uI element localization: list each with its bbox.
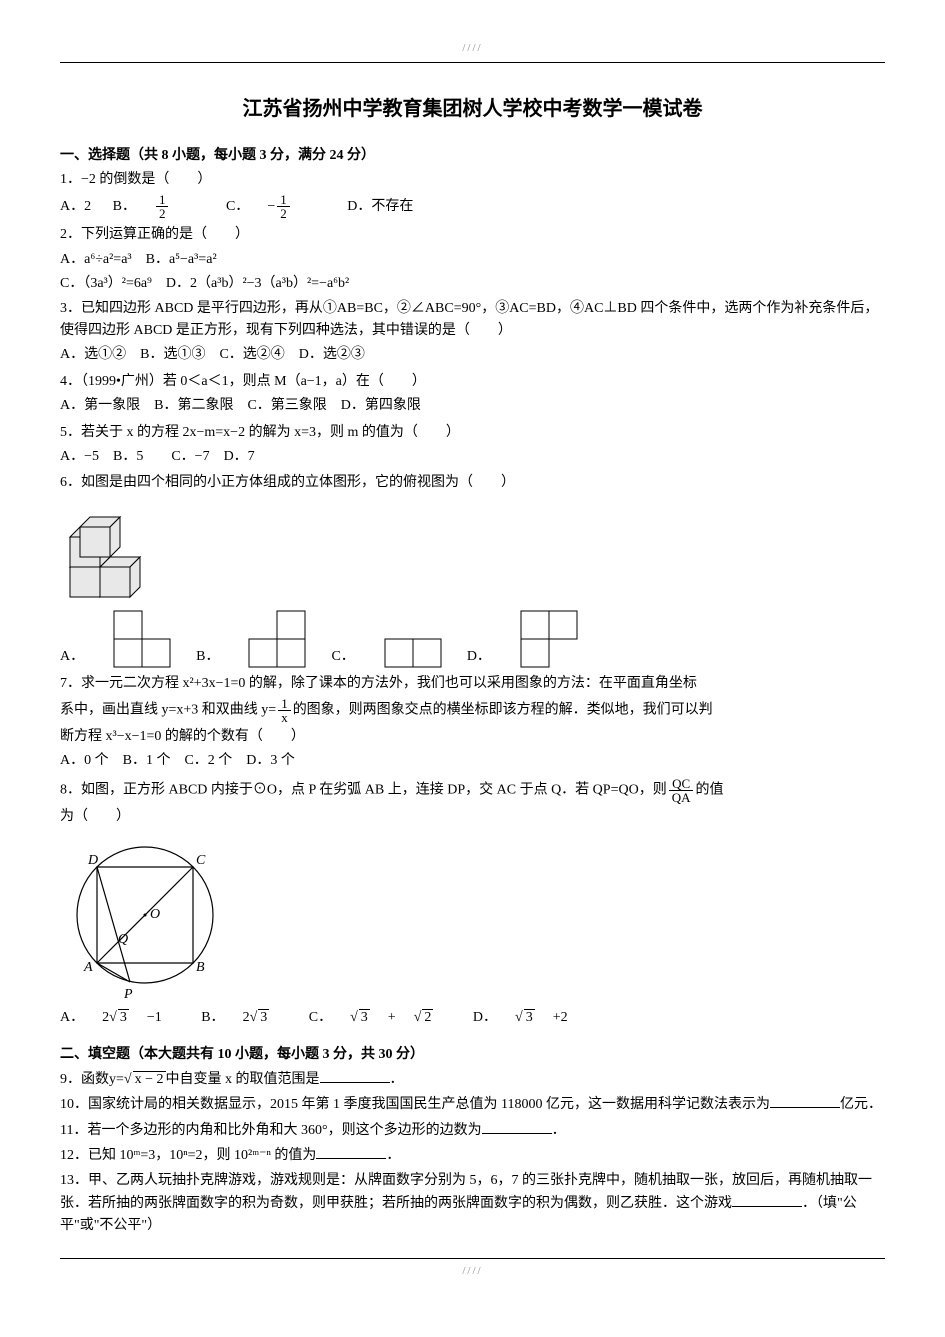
label-C: C [196,853,206,868]
section1-head: 一、选择题（共 8 小题，每小题 3 分，满分 24 分） [60,145,885,167]
q1-options: A．2 B．12 C．−12 D．不存在 [60,193,885,220]
q6-figure-3d [60,497,885,607]
bottom-mark: //// [60,1263,885,1281]
section2-head: 二、填空题（本大题共有 10 小题，每小题 3 分，共 30 分） [60,1044,885,1066]
q9-blank [320,1068,390,1083]
q13-blank [732,1192,802,1207]
q8-figure: D C A B O Q P [60,830,885,1005]
q8-opt-c: C．√3+√2 [309,1010,452,1025]
q12-blank [316,1144,386,1159]
q6-opt-d-label: D． [467,646,491,668]
q1: 1．−2 的倒数是（ ） [60,169,885,191]
q8-opt-d: D．√3+2 [473,1010,586,1025]
q7-options: A．0 个 B．1 个 C．2 个 D．3 个 [60,750,885,772]
top-rule [60,62,885,63]
q10: 10．国家统计局的相关数据显示，2015 年第 1 季度我国国民生产总值为 11… [60,1093,885,1116]
q6-opt-a-label: A． [60,646,84,668]
q6-opt-d-fig [519,609,579,669]
q2-line-a: A．a⁶÷a²=a³ B．a⁵−a³=a² [60,249,885,271]
q6-opt-a-fig [112,609,172,669]
q8-opt-a: A．2√3−1 [60,1010,180,1025]
q5-options: A．−5 B．5 C．−7 D．7 [60,446,885,468]
q6-opt-b-label: B． [196,646,219,668]
q8-line2: 为（ ） [60,806,885,828]
q1-opt-d: D．不存在 [347,199,413,214]
q8-options: A．2√3−1 B．2√3 C．√3+√2 D．√3+2 [60,1007,885,1029]
q10-blank [770,1093,840,1108]
q1-opt-c: C．−12 [226,199,326,214]
q7-line2: 系中，画出直线 y=x+3 和双曲线 y=1x的图象，则两图象交点的横坐标即该方… [60,697,885,724]
q6: 6．如图是由四个相同的小正方体组成的立体图形，它的俯视图为（ ） [60,472,885,494]
q9: 9．函数y=√x − 2中自变量 x 的取值范围是． [60,1068,885,1091]
q1-opt-b: B．12 [113,199,205,214]
q11-blank [482,1119,552,1134]
q8-opt-b: B．2√3 [201,1010,287,1025]
q11: 11．若一个多边形的内角和比外角和大 360°，则这个多边形的边数为． [60,1119,885,1142]
q6-opt-c-label: C． [331,646,354,668]
q6-options: A． B． C． D． [60,609,885,669]
q5: 5．若关于 x 的方程 2x−m=x−2 的解为 x=3，则 m 的值为（ ） [60,422,885,444]
label-B: B [196,960,205,975]
q7-line1: 7．求一元二次方程 x²+3x−1=0 的解，除了课本的方法外，我们也可以采用图… [60,673,885,695]
q13: 13．甲、乙两人玩抽扑克牌游戏，游戏规则是：从牌面数字分别为 5，6，7 的三张… [60,1170,885,1238]
q3: 3．已知四边形 ABCD 是平行四边形，再从①AB=BC，②∠ABC=90°，③… [60,298,885,343]
top-mark: //// [60,40,885,58]
q6-opt-b-fig [247,609,307,669]
q2: 2．下列运算正确的是（ ） [60,224,885,246]
q7-line3: 断方程 x³−x−1=0 的解的个数有（ ） [60,726,885,748]
q4-options: A．第一象限 B．第二象限 C．第三象限 D．第四象限 [60,395,885,417]
q4: 4．（1999•广州）若 0＜a＜1，则点 M（a−1，a）在（ ） [60,371,885,393]
label-Q: Q [118,932,128,947]
q2-line-b: C．（3a³）²=6a⁹ D．2（a³b）²−3（a³b）²=−a⁶b² [60,273,885,295]
cube-group [70,517,140,597]
q6-opt-c-fig [383,637,443,669]
q1-opt-a: A．2 [60,199,91,214]
label-D: D [87,853,98,868]
label-O: O [150,907,160,922]
bottom-rule [60,1258,885,1259]
q8-line1: 8．如图，正方形 ABCD 内接于⊙O，点 P 在劣弧 AB 上，连接 DP，交… [60,777,885,804]
label-A: A [83,960,93,975]
q3-options: A．选①② B．选①③ C．选②④ D．选②③ [60,344,885,366]
label-P: P [123,987,133,1002]
page-title: 江苏省扬州中学教育集团树人学校中考数学一模试卷 [60,93,885,125]
q12: 12．已知 10ᵐ=3，10ⁿ=2，则 10²ᵐ⁻ⁿ 的值为． [60,1144,885,1167]
